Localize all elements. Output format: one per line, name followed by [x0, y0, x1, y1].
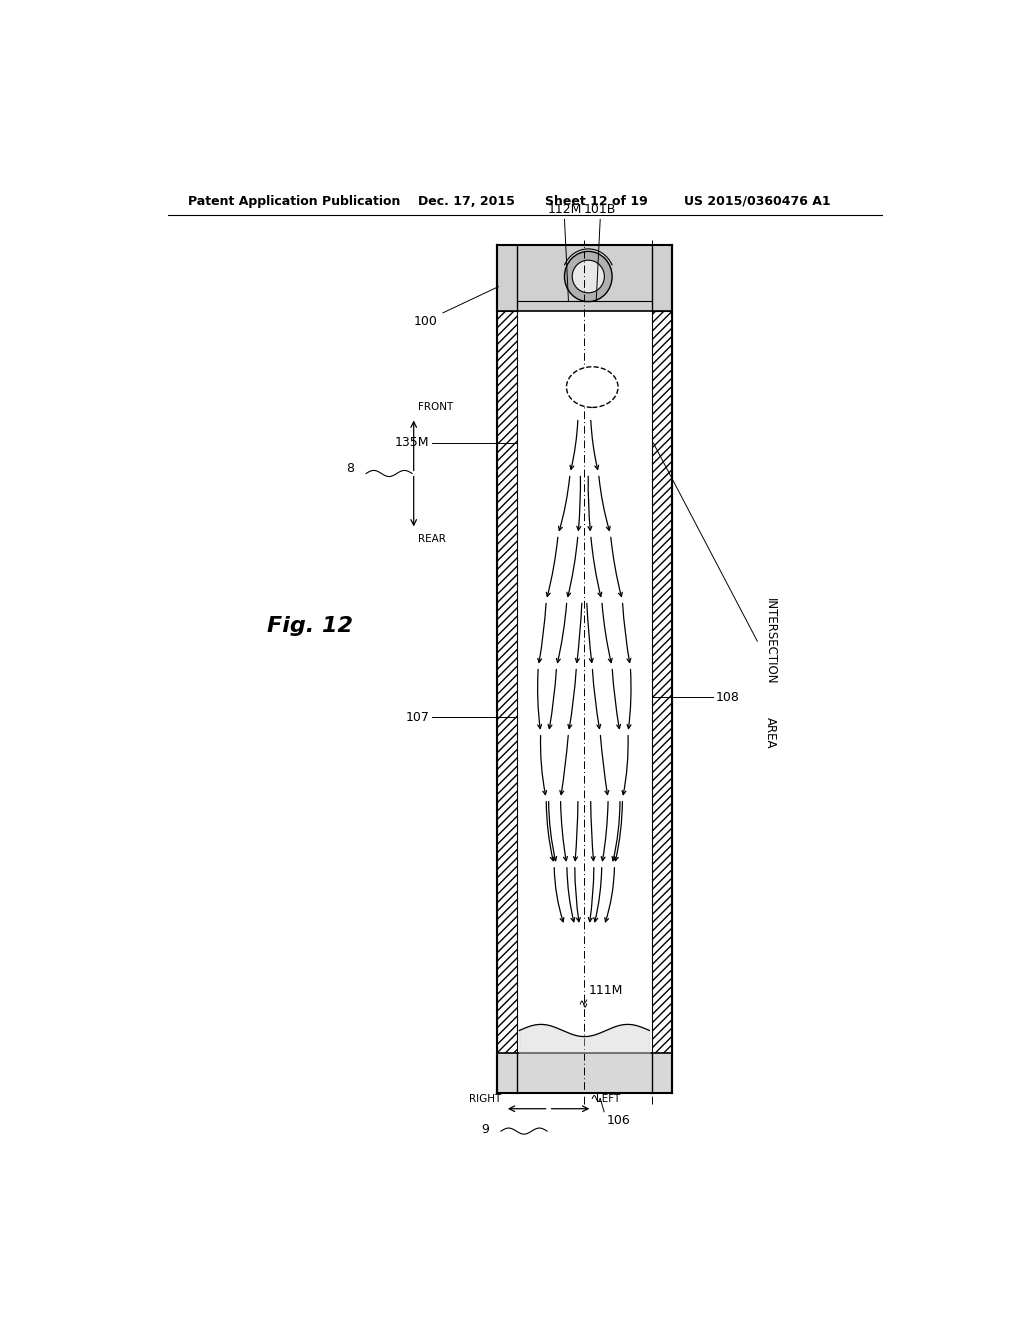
FancyArrowPatch shape — [593, 669, 601, 729]
Text: 108: 108 — [716, 690, 739, 704]
Text: Fig. 12: Fig. 12 — [267, 616, 353, 636]
Text: US 2015/0360476 A1: US 2015/0360476 A1 — [684, 194, 830, 207]
FancyArrowPatch shape — [538, 603, 546, 663]
FancyArrowPatch shape — [570, 420, 578, 470]
FancyArrowPatch shape — [594, 867, 602, 921]
Text: 106: 106 — [606, 1114, 631, 1127]
Bar — [497, 312, 517, 1053]
Text: 112M: 112M — [547, 203, 582, 216]
FancyArrowPatch shape — [541, 735, 547, 795]
Text: RIGHT: RIGHT — [469, 1094, 501, 1104]
FancyArrowPatch shape — [602, 603, 612, 663]
FancyArrowPatch shape — [577, 477, 581, 531]
FancyArrowPatch shape — [546, 801, 554, 861]
FancyArrowPatch shape — [589, 867, 594, 921]
FancyArrowPatch shape — [560, 735, 568, 795]
Text: INTERSECTION: INTERSECTION — [764, 598, 777, 685]
Bar — [652, 312, 672, 1053]
Text: LEFT: LEFT — [596, 1094, 621, 1104]
FancyArrowPatch shape — [605, 867, 614, 921]
FancyArrowPatch shape — [612, 801, 620, 861]
Text: Dec. 17, 2015: Dec. 17, 2015 — [418, 194, 514, 207]
FancyArrowPatch shape — [614, 801, 623, 861]
FancyArrowPatch shape — [574, 867, 581, 921]
FancyArrowPatch shape — [591, 801, 595, 861]
FancyArrowPatch shape — [610, 537, 623, 597]
Text: 8: 8 — [346, 462, 354, 475]
FancyArrowPatch shape — [612, 669, 621, 729]
Ellipse shape — [572, 260, 604, 293]
Text: FRONT: FRONT — [418, 403, 453, 412]
Text: 111M: 111M — [588, 983, 623, 997]
FancyArrowPatch shape — [600, 735, 609, 795]
FancyArrowPatch shape — [558, 477, 569, 531]
FancyArrowPatch shape — [599, 477, 610, 531]
FancyArrowPatch shape — [588, 477, 592, 531]
Bar — [497, 1053, 672, 1093]
FancyArrowPatch shape — [591, 420, 599, 470]
Text: Sheet 12 of 19: Sheet 12 of 19 — [545, 194, 647, 207]
Ellipse shape — [566, 367, 618, 408]
Text: 135M: 135M — [395, 437, 430, 450]
FancyArrowPatch shape — [549, 801, 557, 861]
Text: 9: 9 — [481, 1122, 489, 1135]
FancyArrowPatch shape — [587, 603, 593, 663]
FancyArrowPatch shape — [554, 867, 564, 921]
Text: Patent Application Publication: Patent Application Publication — [187, 194, 400, 207]
FancyArrowPatch shape — [560, 801, 567, 861]
Text: 101B: 101B — [584, 203, 616, 216]
Bar — [497, 244, 672, 312]
FancyArrowPatch shape — [547, 537, 558, 597]
FancyArrowPatch shape — [567, 537, 578, 597]
Text: AREA: AREA — [764, 717, 777, 748]
FancyArrowPatch shape — [538, 669, 542, 729]
Text: 100: 100 — [414, 286, 499, 327]
FancyArrowPatch shape — [591, 537, 602, 597]
FancyArrowPatch shape — [575, 603, 582, 663]
FancyArrowPatch shape — [622, 735, 628, 795]
FancyArrowPatch shape — [601, 801, 608, 861]
FancyArrowPatch shape — [573, 801, 578, 861]
FancyArrowPatch shape — [556, 603, 566, 663]
FancyArrowPatch shape — [568, 669, 577, 729]
FancyArrowPatch shape — [548, 669, 556, 729]
Ellipse shape — [564, 251, 612, 301]
Text: 107: 107 — [406, 711, 430, 723]
Text: REAR: REAR — [418, 535, 445, 544]
FancyArrowPatch shape — [567, 867, 574, 921]
FancyArrowPatch shape — [623, 603, 631, 663]
FancyArrowPatch shape — [627, 669, 631, 729]
Bar — [517, 312, 652, 1053]
